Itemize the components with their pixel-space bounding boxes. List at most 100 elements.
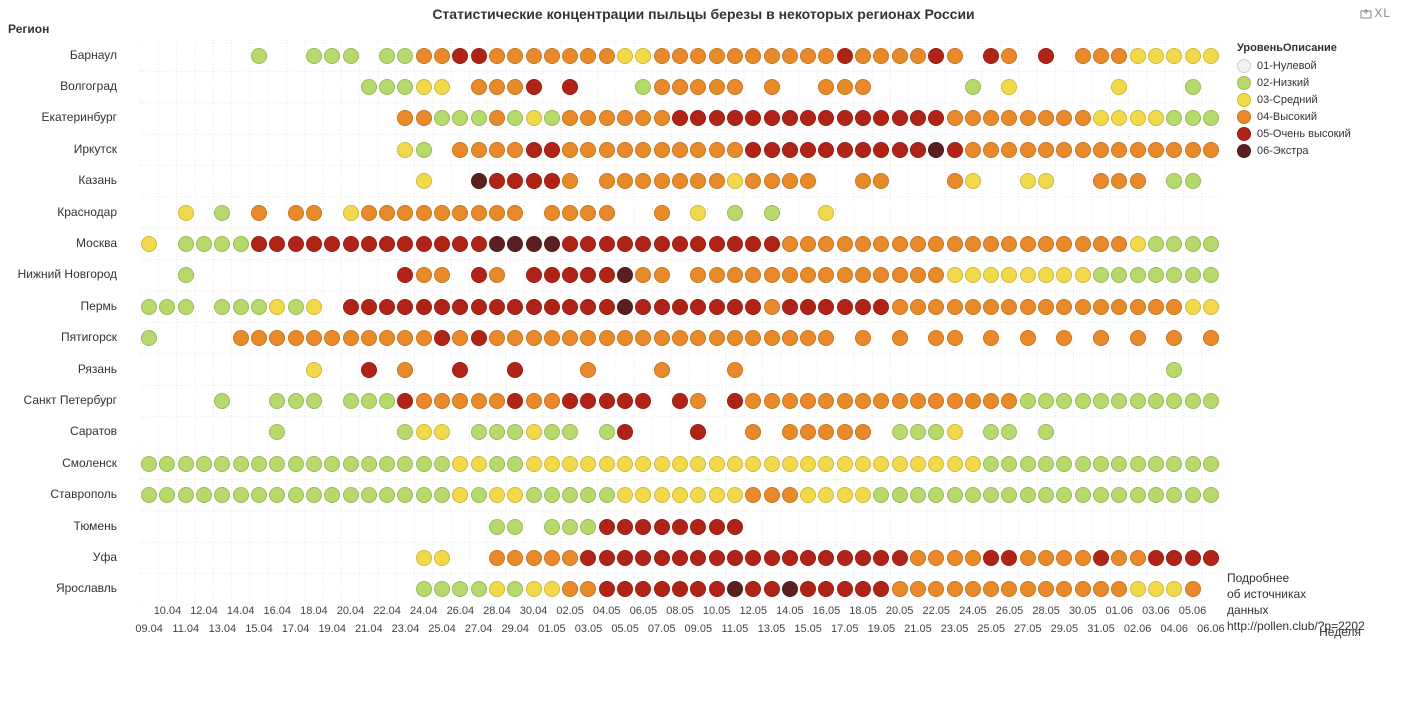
data-dot[interactable] (672, 79, 688, 95)
data-dot[interactable] (690, 550, 706, 566)
data-dot[interactable] (983, 581, 999, 597)
data-dot[interactable] (1020, 173, 1036, 189)
data-dot[interactable] (471, 173, 487, 189)
data-dot[interactable] (343, 236, 359, 252)
data-dot[interactable] (892, 393, 908, 409)
data-dot[interactable] (1001, 487, 1017, 503)
data-dot[interactable] (1185, 142, 1201, 158)
data-dot[interactable] (489, 267, 505, 283)
data-dot[interactable] (379, 79, 395, 95)
data-dot[interactable] (1166, 487, 1182, 503)
data-dot[interactable] (745, 173, 761, 189)
data-dot[interactable] (1130, 267, 1146, 283)
data-dot[interactable] (928, 110, 944, 126)
data-dot[interactable] (580, 519, 596, 535)
data-dot[interactable] (214, 393, 230, 409)
data-dot[interactable] (489, 550, 505, 566)
data-dot[interactable] (672, 456, 688, 472)
data-dot[interactable] (965, 393, 981, 409)
data-dot[interactable] (654, 550, 670, 566)
data-dot[interactable] (233, 236, 249, 252)
data-dot[interactable] (544, 393, 560, 409)
data-dot[interactable] (562, 205, 578, 221)
data-dot[interactable] (873, 550, 889, 566)
data-dot[interactable] (379, 330, 395, 346)
legend-item[interactable]: 02-Низкий (1237, 75, 1387, 91)
data-dot[interactable] (1148, 487, 1164, 503)
data-dot[interactable] (1130, 142, 1146, 158)
data-dot[interactable] (892, 299, 908, 315)
data-dot[interactable] (1185, 456, 1201, 472)
data-dot[interactable] (800, 581, 816, 597)
data-dot[interactable] (892, 487, 908, 503)
data-dot[interactable] (489, 48, 505, 64)
data-dot[interactable] (709, 299, 725, 315)
data-dot[interactable] (873, 236, 889, 252)
data-dot[interactable] (452, 330, 468, 346)
data-dot[interactable] (947, 456, 963, 472)
data-dot[interactable] (1075, 487, 1091, 503)
data-dot[interactable] (599, 550, 615, 566)
data-dot[interactable] (269, 456, 285, 472)
data-dot[interactable] (1020, 236, 1036, 252)
legend-item[interactable]: 04-Высокий (1237, 109, 1387, 125)
data-dot[interactable] (800, 173, 816, 189)
data-dot[interactable] (1093, 142, 1109, 158)
data-dot[interactable] (471, 110, 487, 126)
data-dot[interactable] (690, 581, 706, 597)
data-dot[interactable] (599, 142, 615, 158)
data-dot[interactable] (416, 79, 432, 95)
data-dot[interactable] (452, 299, 468, 315)
data-dot[interactable] (910, 142, 926, 158)
data-dot[interactable] (818, 393, 834, 409)
data-dot[interactable] (672, 173, 688, 189)
data-dot[interactable] (599, 393, 615, 409)
data-dot[interactable] (764, 393, 780, 409)
data-dot[interactable] (361, 79, 377, 95)
data-dot[interactable] (745, 299, 761, 315)
data-dot[interactable] (507, 110, 523, 126)
data-dot[interactable] (141, 330, 157, 346)
data-dot[interactable] (434, 330, 450, 346)
data-dot[interactable] (526, 110, 542, 126)
data-dot[interactable] (1020, 142, 1036, 158)
data-dot[interactable] (910, 299, 926, 315)
data-dot[interactable] (361, 330, 377, 346)
data-dot[interactable] (416, 299, 432, 315)
data-dot[interactable] (159, 299, 175, 315)
data-dot[interactable] (709, 456, 725, 472)
data-dot[interactable] (306, 456, 322, 472)
legend-item[interactable]: 06-Экстра (1237, 143, 1387, 159)
data-dot[interactable] (416, 456, 432, 472)
data-dot[interactable] (837, 142, 853, 158)
data-dot[interactable] (690, 205, 706, 221)
data-dot[interactable] (544, 48, 560, 64)
data-dot[interactable] (1166, 393, 1182, 409)
data-dot[interactable] (397, 205, 413, 221)
data-dot[interactable] (654, 236, 670, 252)
data-dot[interactable] (526, 48, 542, 64)
data-dot[interactable] (818, 456, 834, 472)
data-dot[interactable] (983, 456, 999, 472)
data-dot[interactable] (672, 393, 688, 409)
data-dot[interactable] (1111, 299, 1127, 315)
data-dot[interactable] (654, 330, 670, 346)
data-dot[interactable] (1166, 550, 1182, 566)
data-dot[interactable] (507, 550, 523, 566)
data-dot[interactable] (599, 581, 615, 597)
data-dot[interactable] (507, 299, 523, 315)
data-dot[interactable] (324, 330, 340, 346)
data-dot[interactable] (544, 456, 560, 472)
data-dot[interactable] (617, 48, 633, 64)
data-dot[interactable] (654, 456, 670, 472)
data-dot[interactable] (983, 424, 999, 440)
data-dot[interactable] (562, 393, 578, 409)
data-dot[interactable] (672, 236, 688, 252)
data-dot[interactable] (214, 205, 230, 221)
data-dot[interactable] (764, 236, 780, 252)
data-dot[interactable] (471, 393, 487, 409)
data-dot[interactable] (1075, 267, 1091, 283)
data-dot[interactable] (526, 393, 542, 409)
data-dot[interactable] (397, 424, 413, 440)
data-dot[interactable] (434, 393, 450, 409)
